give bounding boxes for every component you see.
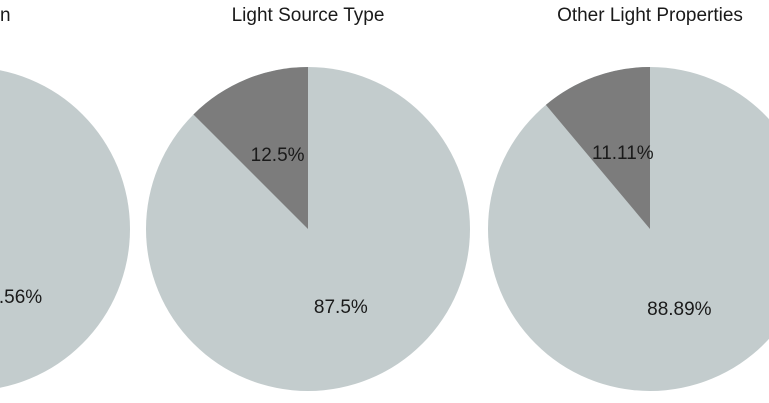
pie-graphic xyxy=(146,67,470,391)
slice-label-major: .56% xyxy=(0,287,43,308)
slice-label-minor: 12.5% xyxy=(250,144,305,166)
slice-label-minor: 11.11% xyxy=(592,143,654,165)
slice-label-major: 87.5% xyxy=(313,297,368,319)
pie-title-left-truncated: n xyxy=(0,5,11,26)
pie-graphic xyxy=(0,70,130,388)
pie-title-other-light-properties: Other Light Properties xyxy=(557,5,743,26)
slice-label-major: 88.89% xyxy=(647,298,712,320)
pie-graphic xyxy=(488,67,769,391)
pie-title-light-source-type: Light Source Type xyxy=(231,5,385,26)
